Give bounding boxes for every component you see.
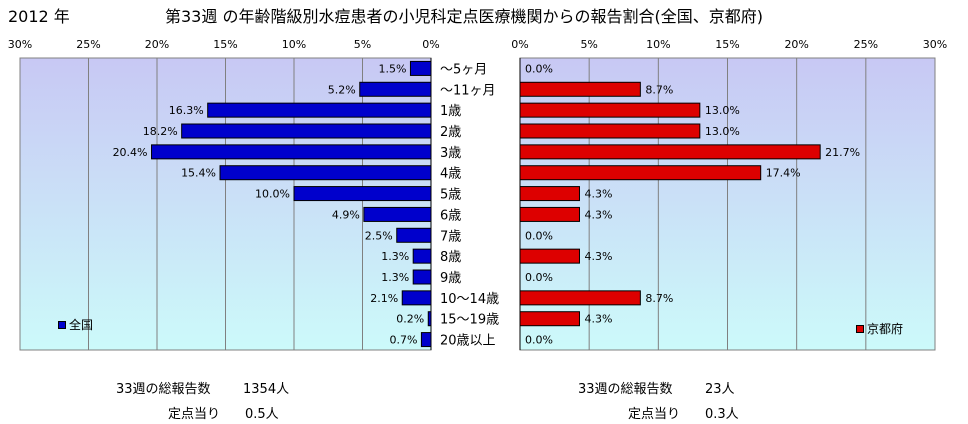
left-bar [181,123,432,139]
kyoto-total-value: 23人 [705,382,735,397]
category-label: 2歳 [440,125,461,140]
right-x-tick-label: 15% [715,38,739,51]
legend-kyoto-swatch [856,324,864,333]
left-x-tick-label: 30% [8,38,32,51]
category-label: 6歳 [440,208,461,223]
category-label: 20歳以上 [440,334,496,349]
left-bar [409,60,432,76]
category-label: 4歳 [440,167,461,182]
right-data-label: 13.0% [705,125,740,138]
legend-kyoto-label: 京都府 [867,322,904,336]
right-x-tick-label: 0% [511,38,528,51]
left-data-label: 0.2% [396,313,424,326]
left-data-label: 1.5% [378,62,406,75]
category-label: 8歳 [440,250,461,265]
right-data-label: 0.0% [525,229,553,242]
left-data-label: 0.7% [389,334,417,347]
legend-national: 全国 [58,316,93,333]
right-bar [519,102,701,118]
right-data-label: 4.3% [584,313,612,326]
right-bar [519,248,580,264]
left-bar [363,206,432,222]
right-data-label: 21.7% [825,146,860,159]
left-bar [151,144,432,160]
left-data-label: 16.3% [169,104,204,117]
left-data-label: 1.3% [381,250,409,263]
right-bar [519,81,641,97]
left-bar [396,227,432,243]
chart-title: 第33週 の年齢階級別水痘患者の小児科定点医療機関からの報告割合(全国、京都府) [165,7,763,26]
right-bar [519,290,641,306]
right-data-label: 0.0% [525,62,553,75]
right-x-tick-label: 10% [646,38,670,51]
category-label: 5歳 [440,188,461,203]
legend-national-label: 全国 [69,318,94,332]
right-data-label: 8.7% [645,83,673,96]
category-label: 〜5ヶ月 [440,62,487,77]
category-label: 1歳 [440,104,461,119]
right-data-label: 13.0% [705,104,740,117]
left-data-label: 4.9% [332,208,360,221]
right-x-tick-label: 25% [854,38,878,51]
category-label: 15〜19歳 [440,313,499,328]
right-x-tick-label: 5% [580,38,597,51]
left-bar [219,165,432,181]
national-total-value: 1354人 [243,382,290,397]
kyoto-per-label: 定点当り [628,407,681,422]
left-x-tick-label: 15% [213,38,237,51]
right-data-label: 4.3% [584,250,612,263]
left-bar [207,102,432,118]
kyoto-total-label: 33週の総報告数 [578,382,673,397]
right-bar [519,123,701,139]
left-data-label: 1.3% [381,271,409,284]
left-x-tick-label: 0% [422,38,439,51]
left-bar [359,81,432,97]
left-data-label: 5.2% [328,83,356,96]
national-per-label: 定点当り [168,407,221,422]
right-bar [519,186,580,202]
right-x-tick-label: 30% [923,38,947,51]
right-bar [519,144,821,160]
right-data-label: 17.4% [766,167,801,180]
left-x-tick-label: 10% [282,38,306,51]
right-data-label: 0.0% [525,271,553,284]
right-data-label: 8.7% [645,292,673,305]
year-label: 2012 年 [8,7,70,26]
left-data-label: 2.5% [365,229,393,242]
national-per-value: 0.5人 [245,407,279,422]
national-total-label: 33週の総報告数 [116,382,211,397]
legend-national-swatch [58,320,66,329]
left-data-label: 20.4% [113,146,148,159]
category-label: 10〜14歳 [440,292,499,307]
legend-kyoto: 京都府 [856,320,903,337]
category-label: 7歳 [440,229,461,244]
left-data-label: 18.2% [143,125,178,138]
right-bar [519,206,580,222]
category-label: 3歳 [440,146,461,161]
kyoto-per-value: 0.3人 [705,407,739,422]
left-x-tick-label: 5% [354,38,371,51]
left-bar [293,186,432,202]
right-data-label: 4.3% [584,208,612,221]
right-x-tick-label: 20% [784,38,808,51]
left-bar [401,290,432,306]
left-bar [420,332,432,348]
category-label: 〜11ヶ月 [440,83,496,98]
right-bar [519,311,580,327]
category-label: 9歳 [440,271,461,286]
left-bar [427,311,432,327]
right-data-label: 4.3% [584,188,612,201]
left-bar [412,248,432,264]
left-x-tick-label: 20% [145,38,169,51]
right-bar [519,165,762,181]
left-x-tick-label: 25% [76,38,100,51]
left-data-label: 2.1% [370,292,398,305]
right-data-label: 0.0% [525,334,553,347]
left-bar [412,269,432,285]
left-data-label: 15.4% [181,167,216,180]
left-data-label: 10.0% [255,188,290,201]
